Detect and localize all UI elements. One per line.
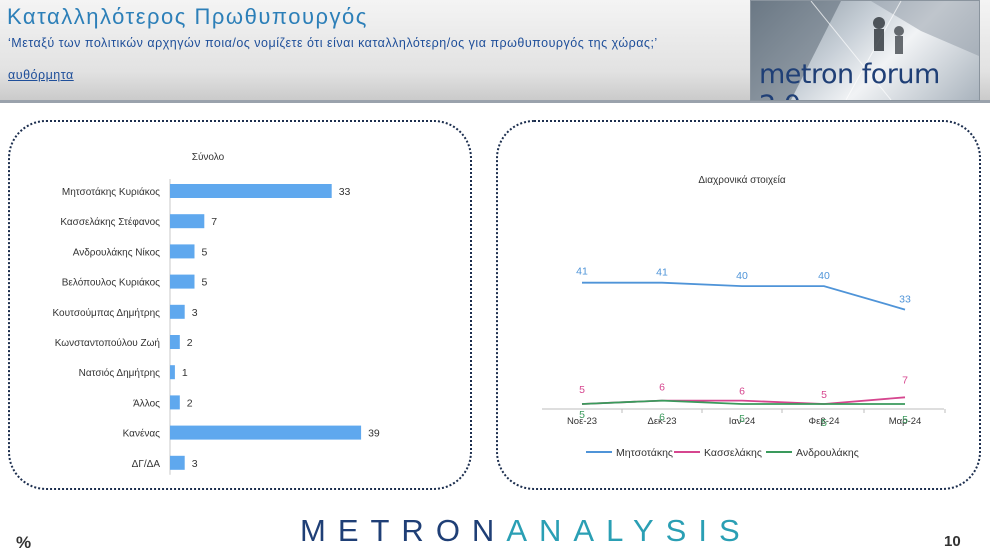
data-label: 41 [656, 267, 668, 279]
data-label: 6 [739, 386, 745, 398]
data-label: 40 [818, 270, 830, 282]
question-note: αυθόρμητα [8, 68, 74, 82]
legend-label: Μητσοτάκης [616, 447, 673, 459]
bar-category-label: Κωνσταντοπούλου Ζωή [55, 337, 160, 349]
survey-question: ‘Μεταξύ των πολιτικών αρχηγών ποια/ος νο… [8, 36, 658, 50]
data-label: 6 [659, 412, 665, 424]
bar-value-label: 1 [182, 367, 188, 379]
bar-value-label: 5 [202, 277, 208, 289]
data-label: 7 [902, 374, 908, 386]
legend-label: Ανδρουλάκης [796, 447, 859, 459]
bar [170, 274, 195, 289]
bar-value-label: 39 [368, 428, 380, 440]
data-label: 5 [821, 389, 827, 401]
logo-background-graphic [751, 1, 979, 100]
bar-category-label: Βελόπουλος Κυριάκος [62, 277, 160, 289]
data-label: 33 [899, 294, 911, 306]
bar [170, 395, 180, 410]
bar [170, 214, 205, 229]
bar [170, 304, 185, 319]
series-line [582, 281, 906, 311]
page-number: 10 [944, 533, 961, 550]
series-line [581, 399, 905, 405]
header-divider [0, 100, 990, 103]
legend-label: Κασσελάκης [704, 447, 762, 459]
bar-category-label: Κασσελάκης Στέφανος [60, 216, 160, 228]
page-title: Καταλληλότερος Πρωθυπουργός [7, 4, 368, 29]
x-tick-label: Δεκ-23 [647, 416, 676, 427]
bar [170, 335, 180, 349]
x-tick-label: Μαρ-24 [889, 416, 922, 427]
data-label: 41 [576, 266, 588, 278]
x-tick-label: Φεβ-24 [808, 416, 839, 427]
bar-value-label: 2 [187, 397, 193, 409]
trend-chart-panel: Διαχρονικά στοιχεία Νοε-23 Δεκ-23 Ιαν-24 Φεβ… [496, 120, 981, 490]
brand-analysis: ANALYSIS [506, 513, 752, 548]
x-tick-label: Ιαν-24 [729, 416, 756, 427]
percent-sign: % [16, 533, 32, 552]
bar-category-label: Μητσοτάκης Κυριάκος [62, 186, 160, 198]
x-tick-label: Νοε-23 [567, 416, 597, 427]
bar-value-label: 5 [202, 246, 208, 258]
bar [170, 365, 175, 380]
bar [170, 425, 362, 440]
bar-value-label: 7 [211, 216, 217, 228]
line-chart-title: Διαχρονικά στοιχεία [698, 174, 786, 186]
brand-metron: METRON [300, 513, 507, 548]
bar-category-label: Κουτσούμπας Δημήτρης [52, 307, 160, 319]
data-label: 5 [579, 409, 585, 421]
data-label: 40 [736, 270, 748, 282]
bar-category-label: Κανένας [123, 428, 161, 440]
bar-chart-title: Σύνολο [192, 151, 225, 163]
bar-category-label: Ανδρουλάκης Νίκος [73, 246, 160, 258]
bar-value-label: 3 [192, 307, 198, 319]
metron-forum-logo: metron forum 2.0 [750, 0, 980, 101]
bar-category-label: ΔΓ/ΔΑ [132, 459, 161, 470]
total-chart-panel: Σύνολο Μητσοτάκης Κυριάκος 33 Κασσελάκης Στ… [8, 120, 472, 490]
bar-value-label: 33 [339, 186, 351, 198]
data-label: 5 [579, 384, 585, 396]
bar-value-label: 3 [192, 458, 198, 470]
bar [170, 244, 195, 259]
bar-category-label: Άλλος [133, 398, 160, 409]
trend-line-chart: Διαχρονικά στοιχεία Νοε-23 Δεκ-23 Ιαν-24 Φεβ… [542, 174, 946, 459]
metron-analysis-logo: METRONANALYSIS [300, 513, 752, 549]
bar [170, 455, 185, 470]
series-line [581, 396, 906, 405]
data-label: 5 [821, 417, 827, 429]
data-label: 5 [902, 414, 908, 426]
bar-value-label: 2 [187, 337, 193, 349]
bar-category-label: Νατσιός Δημήτρης [79, 367, 161, 379]
data-label: 6 [659, 382, 665, 394]
bar [170, 184, 332, 198]
logo-text: metron forum 2.0 [759, 59, 940, 100]
data-label: 5 [739, 413, 745, 425]
